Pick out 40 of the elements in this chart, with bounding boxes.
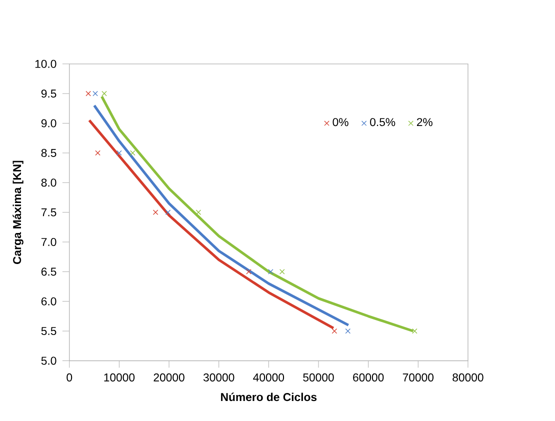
x-tick-label: 30000 [203, 373, 234, 382]
point [412, 328, 418, 334]
point [152, 210, 158, 215]
x-tick-label: 80000 [452, 373, 484, 382]
point [345, 328, 351, 334]
x-tick-label: 50000 [303, 373, 334, 382]
y-tick-label: 6.5 [41, 268, 56, 276]
y-tick-label: 7.5 [41, 208, 56, 216]
x-tick-label: 60000 [353, 373, 384, 382]
point [102, 91, 107, 96]
x-tick-label: 70000 [402, 373, 434, 382]
point [86, 91, 91, 96]
y-tick-label: 8.5 [41, 149, 56, 158]
legend-label: 0.5% [370, 118, 396, 126]
y-tick-label: 8.0 [41, 178, 56, 187]
x-axis-title: Número de Ciclos [221, 392, 317, 402]
x-tick-label: 10000 [104, 373, 135, 382]
point [165, 210, 171, 215]
point [246, 269, 252, 274]
point [116, 150, 122, 156]
point [95, 150, 100, 156]
y-tick-label: 9.0 [41, 119, 56, 128]
x-tick-label: 0 [66, 373, 72, 382]
point [332, 328, 338, 334]
y-tick-label: 9.5 [41, 90, 56, 98]
y-tick-label: 6.0 [41, 297, 56, 306]
point [196, 210, 202, 215]
y-tick-label: 5.5 [41, 327, 56, 336]
point [268, 269, 274, 274]
y-axis-title: Carga Máxima [KN] [12, 160, 24, 264]
legend-label: 0% [332, 118, 348, 126]
point [92, 91, 98, 96]
point [280, 269, 285, 274]
y-tick-label: 5.0 [41, 356, 56, 365]
y-tick-label: 10.0 [35, 60, 56, 68]
x-tick-label: 20000 [154, 373, 184, 382]
x-tick-label: 40000 [253, 373, 284, 382]
point [130, 150, 136, 156]
legend-label: 2% [416, 118, 432, 126]
y-tick-label: 7.0 [41, 238, 56, 246]
